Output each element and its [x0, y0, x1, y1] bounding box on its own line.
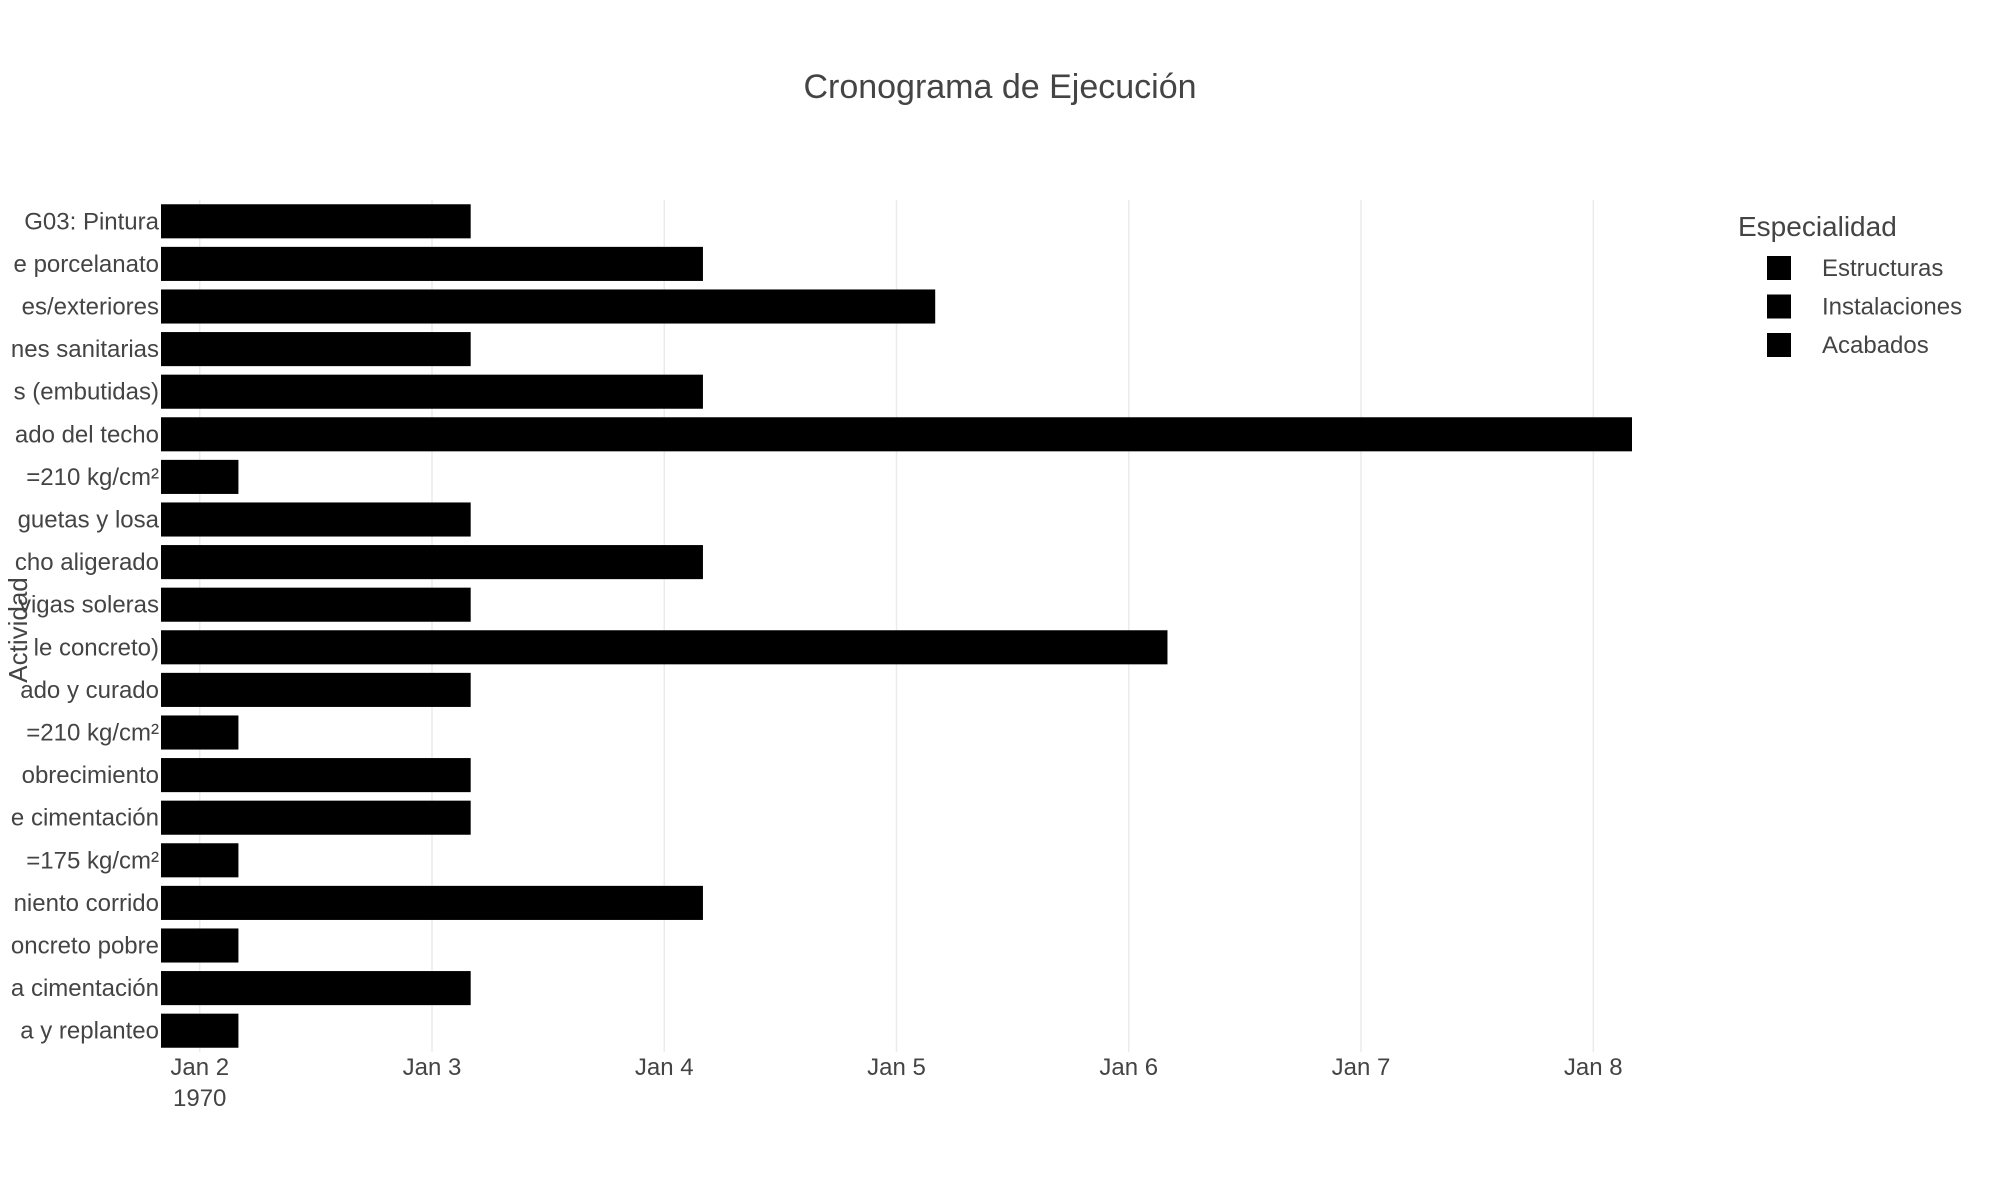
- legend-label: Acabados: [1822, 332, 1929, 359]
- gantt-bar: [161, 1013, 239, 1048]
- legend-item[interactable]: Estructuras: [1767, 255, 1943, 282]
- y-tick-label: s (embutidas): [14, 379, 159, 406]
- x-tick-sublabel: 1970: [173, 1085, 226, 1112]
- chart-title: Cronograma de Ejecución: [803, 68, 1196, 106]
- y-tick-label: G03: Pintura: [24, 208, 159, 235]
- gantt-bar: [161, 545, 703, 580]
- gantt-bar: [161, 843, 239, 878]
- y-tick-label: guetas y losa: [18, 507, 160, 534]
- legend: Especialidad Estructuras Instalaciones Aca…: [1738, 211, 1962, 359]
- y-tick-label: oncreto pobre: [11, 933, 159, 960]
- y-tick-label: nes sanitarias: [11, 336, 159, 363]
- legend-swatch: [1767, 294, 1791, 319]
- legend-item[interactable]: Acabados: [1767, 332, 1929, 359]
- legend-label: Estructuras: [1822, 255, 1943, 282]
- y-tick-label: vigas soleras: [19, 592, 159, 619]
- y-tick-label: le concreto): [34, 634, 159, 661]
- y-tick-label: ado del techo: [15, 421, 159, 448]
- gantt-bar: [161, 885, 703, 920]
- gantt-bar: [161, 246, 703, 281]
- y-tick-label: e cimentación: [11, 805, 159, 832]
- y-tick-label: a cimentación: [11, 975, 159, 1002]
- gantt-bar: [161, 332, 471, 367]
- y-tick-label: es/exteriores: [22, 294, 159, 321]
- gantt-bar: [161, 502, 471, 537]
- x-tick-label: Jan 6: [1099, 1054, 1158, 1081]
- legend-swatch: [1767, 256, 1791, 280]
- x-tick-label: Jan 4: [635, 1054, 694, 1081]
- gantt-bar: [161, 758, 471, 793]
- gantt-bar: [161, 374, 703, 409]
- legend-title: Especialidad: [1738, 211, 1897, 242]
- y-tick-label: =210 kg/cm²: [26, 464, 159, 491]
- gantt-bar: [161, 459, 239, 494]
- x-tick-label: Jan 8: [1564, 1054, 1623, 1081]
- gantt-bar: [161, 204, 471, 239]
- y-tick-label: e porcelanato: [14, 251, 159, 278]
- gantt-bar: [161, 417, 1632, 452]
- gantt-bar: [161, 630, 1168, 665]
- x-tick-label: Jan 7: [1332, 1054, 1391, 1081]
- grid-lines: [198, 200, 1595, 1052]
- y-tick-label: cho aligerado: [15, 549, 159, 576]
- y-tick-labels: a y replanteo a cimentación oncreto pobre n…: [11, 208, 160, 1044]
- gantt-bar: [161, 715, 239, 750]
- x-tick-label: Jan 5: [867, 1054, 926, 1081]
- x-tick-label: Jan 3: [403, 1054, 462, 1081]
- gantt-bar: [161, 672, 471, 707]
- legend-item[interactable]: Instalaciones: [1767, 294, 1962, 321]
- gantt-bar: [161, 289, 936, 324]
- y-tick-label: ado y curado: [20, 677, 159, 704]
- y-axis-title: Actividad: [3, 577, 33, 683]
- y-tick-label: a y replanteo: [20, 1018, 159, 1045]
- gantt-bar: [161, 971, 471, 1006]
- bars: [161, 204, 1632, 1048]
- y-tick-label: niento corrido: [14, 890, 159, 917]
- x-tick-label: Jan 2: [170, 1054, 229, 1081]
- legend-swatch: [1767, 333, 1791, 357]
- y-tick-label: obrecimiento: [22, 762, 159, 789]
- y-tick-label: =210 kg/cm²: [26, 720, 159, 747]
- gantt-bar: [161, 928, 239, 963]
- x-tick-labels: Jan 2 1970 Jan 3 Jan 4 Jan 5 Jan 6 Jan 7 Jan 8: [170, 1054, 1622, 1112]
- legend-label: Instalaciones: [1822, 294, 1962, 321]
- gantt-bar: [161, 800, 471, 835]
- y-tick-label: =175 kg/cm²: [26, 847, 159, 874]
- gantt-bar: [161, 587, 471, 622]
